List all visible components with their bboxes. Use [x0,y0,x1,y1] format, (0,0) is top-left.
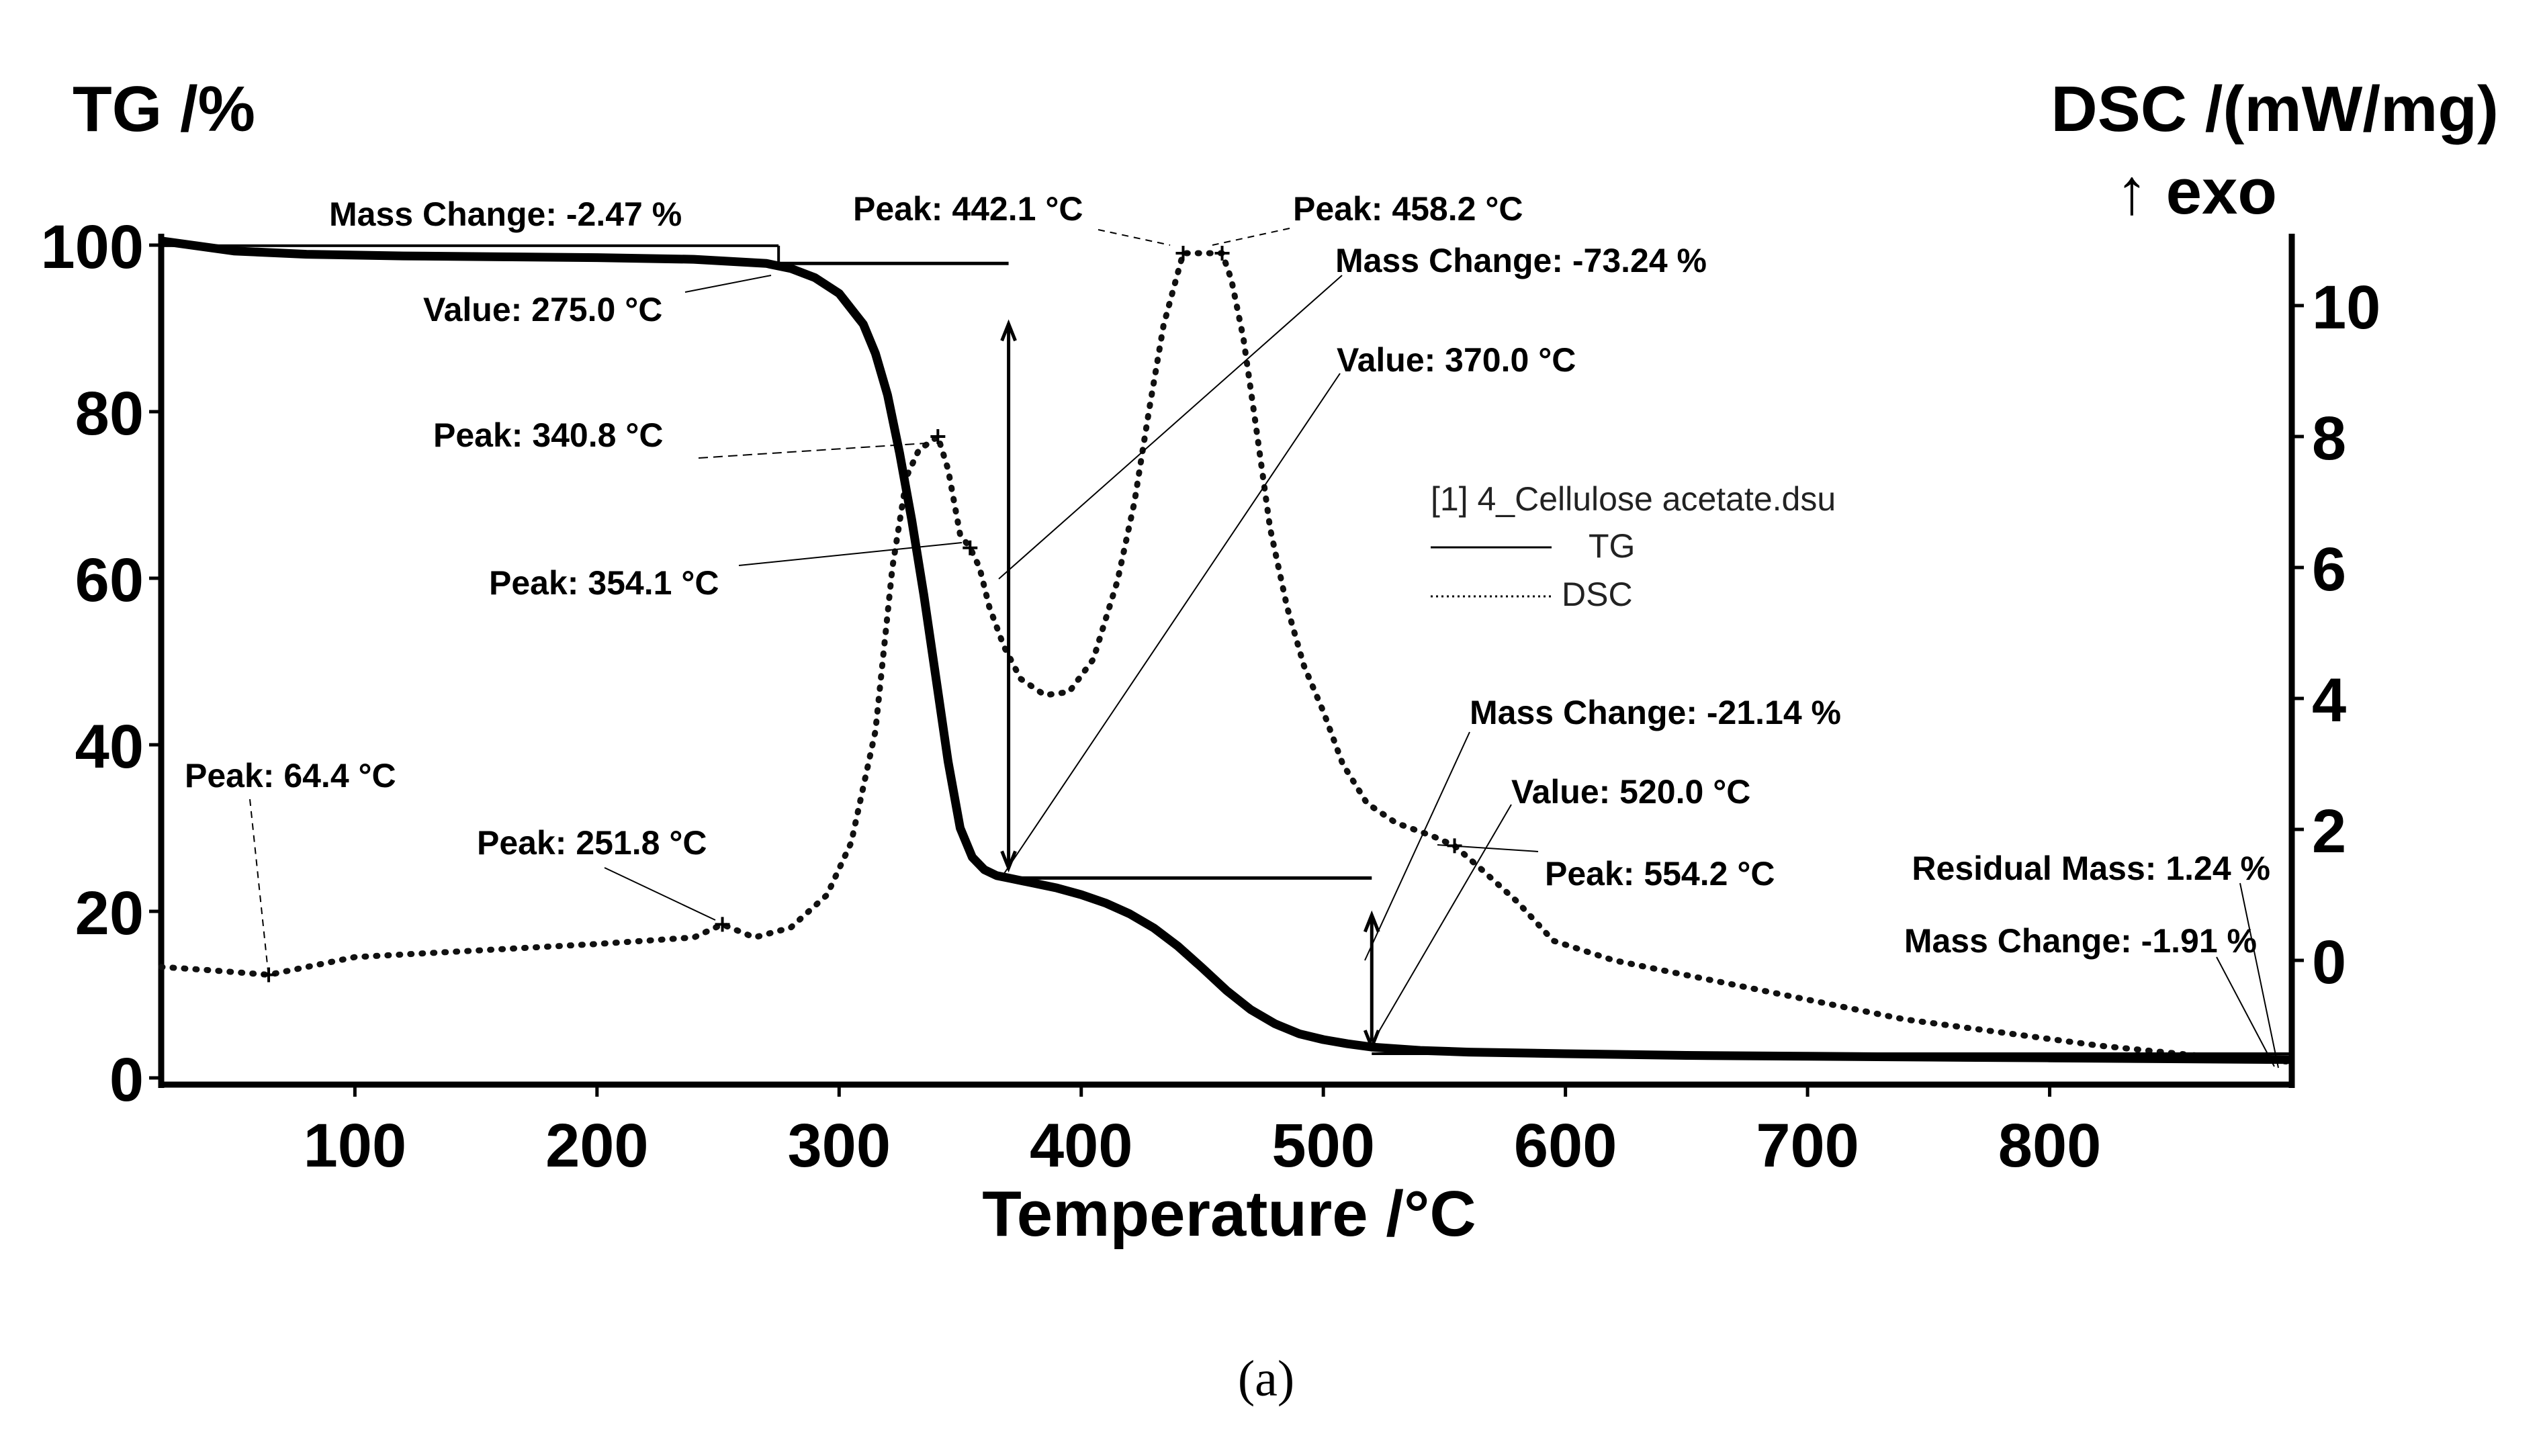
leader-peak-354 [738,542,963,566]
y-right-axis-ticks: 0 2 4 6 8 10 [2292,273,2380,997]
dsc-peak-marker-4 [1175,246,1191,261]
x-tick-label-500: 500 [1271,1111,1375,1180]
annotation-peak-340: Peak: 340.8 °C [433,416,926,459]
x-tick-label-100: 100 [304,1111,407,1180]
annotation-residual-mass: Residual Mass: 1.24 % [1912,850,2279,1068]
x-axis-title: Temperature /°C [982,1178,1476,1250]
tg-step2-arrow-head-top [1000,319,1017,342]
y-left-tick-label-0: 0 [109,1046,144,1114]
annotation-value-370-label: Value: 370.0 °C [1337,341,1576,379]
annotation-mass-change-4-label: Mass Change: -1.91 % [1904,922,2257,960]
leader-mass-change-2 [998,275,1343,580]
y-right-axis-title: DSC /(mW/mg) [2051,73,2499,145]
dsc-peak-marker-0 [261,967,277,983]
annotation-labels: Mass Change: -2.47 % Value: 275.0 °C Mas… [185,190,2279,1068]
series-tg-line [161,236,2292,1064]
annotation-peak-458: Peak: 458.2 °C [1212,190,1523,246]
leader-mass-change-3 [1364,731,1470,961]
x-tick-label-400: 400 [1030,1111,1133,1180]
leader-residual-mass [2239,882,2279,1068]
dsc-peak-marker-1 [715,917,730,932]
y-right-axis-subtitle: ↑ exo [2116,156,2277,228]
x-tick-label-700: 700 [1756,1111,1859,1180]
figure-caption: (a) [1238,1351,1294,1407]
annotation-peak-442: Peak: 442.1 °C [853,190,1171,246]
annotation-value-370: Value: 370.0 °C [1001,341,1576,877]
dsc-peak-marker-3 [963,540,978,555]
annotation-peak-442-label: Peak: 442.1 °C [853,190,1083,228]
x-axis-ticks: 100 200 300 400 500 600 700 800 [304,1085,2102,1180]
leader-peak-442 [1098,229,1171,246]
annotation-peak-251: Peak: 251.8 °C [477,824,716,921]
annotation-peak-340-label: Peak: 340.8 °C [433,416,663,454]
y-right-tick-label-4: 4 [2312,666,2346,735]
tg-step3-arrow-head-top [1363,910,1380,933]
y-left-axis-title: TG /% [73,73,255,145]
annotation-mass-change-1: Mass Change: -2.47 % [329,195,682,233]
leader-mass-change-4 [2216,956,2275,1067]
annotation-residual-mass-label: Residual Mass: 1.24 % [1912,850,2270,887]
y-right-tick-label-10: 10 [2312,273,2380,342]
dsc-peak-markers [261,246,1462,983]
annotation-peak-251-label: Peak: 251.8 °C [477,824,707,862]
annotation-peak-354-label: Peak: 354.1 °C [489,564,719,602]
x-tick-label-300: 300 [788,1111,891,1180]
annotation-value-520: Value: 520.0 °C [1370,773,1750,1047]
leader-peak-64 [249,799,269,978]
annotation-mass-change-2: Mass Change: -73.24 % [998,242,1707,580]
annotation-mass-change-3-label: Mass Change: -21.14 % [1470,694,1841,731]
x-tick-label-200: 200 [545,1111,649,1180]
y-left-axis-ticks: 0 20 40 60 80 100 [41,213,161,1114]
annotation-mass-change-3: Mass Change: -21.14 % [1364,694,1841,961]
annotation-peak-554: Peak: 554.2 °C [1437,844,1775,893]
y-left-tick-label-40: 40 [75,713,144,781]
leader-peak-340 [698,443,926,459]
annotation-mass-change-4: Mass Change: -1.91 % [1904,922,2275,1067]
legend-label-dsc: DSC [1562,576,1633,613]
leader-peak-251 [604,867,716,921]
leader-peak-458 [1212,228,1290,246]
plot-frame [158,234,2295,1088]
annotation-peak-64-label: Peak: 64.4 °C [185,757,396,794]
annotation-value-520-label: Value: 520.0 °C [1511,773,1750,811]
dsc-peak-marker-5 [1214,246,1230,261]
leader-value-275 [684,275,772,293]
annotation-peak-64: Peak: 64.4 °C [185,757,396,978]
legend-label-tg: TG [1589,527,1635,565]
y-right-tick-label-2: 2 [2312,797,2346,866]
x-tick-label-800: 800 [1998,1111,2102,1180]
annotation-mass-change-1-label: Mass Change: -2.47 % [329,195,682,233]
legend: [1] 4_Cellulose acetate.dsu TG DSC [1431,480,1836,613]
annotation-peak-354: Peak: 354.1 °C [489,542,963,602]
y-left-tick-label-20: 20 [75,879,144,948]
leader-value-370 [1001,373,1341,877]
annotation-peak-458-label: Peak: 458.2 °C [1293,190,1523,228]
leader-value-520 [1370,804,1512,1047]
y-right-tick-label-8: 8 [2312,404,2346,473]
y-left-tick-label-100: 100 [41,213,144,281]
annotation-peak-554-label: Peak: 554.2 °C [1545,855,1775,893]
series-dsc-line [158,250,2295,1065]
dsc-peak-marker-2 [930,429,946,444]
annotation-value-275-label: Value: 275.0 °C [423,291,662,328]
y-right-tick-label-0: 0 [2312,928,2346,997]
annotation-value-275: Value: 275.0 °C [423,275,772,328]
annotation-mass-change-2-label: Mass Change: -73.24 % [1335,242,1707,279]
y-right-tick-label-6: 6 [2312,535,2346,604]
legend-title: [1] 4_Cellulose acetate.dsu [1431,480,1836,518]
y-left-tick-label-80: 80 [75,379,144,448]
x-tick-label-600: 600 [1514,1111,1617,1180]
y-left-tick-label-60: 60 [75,546,144,615]
leader-peak-554 [1437,844,1539,852]
